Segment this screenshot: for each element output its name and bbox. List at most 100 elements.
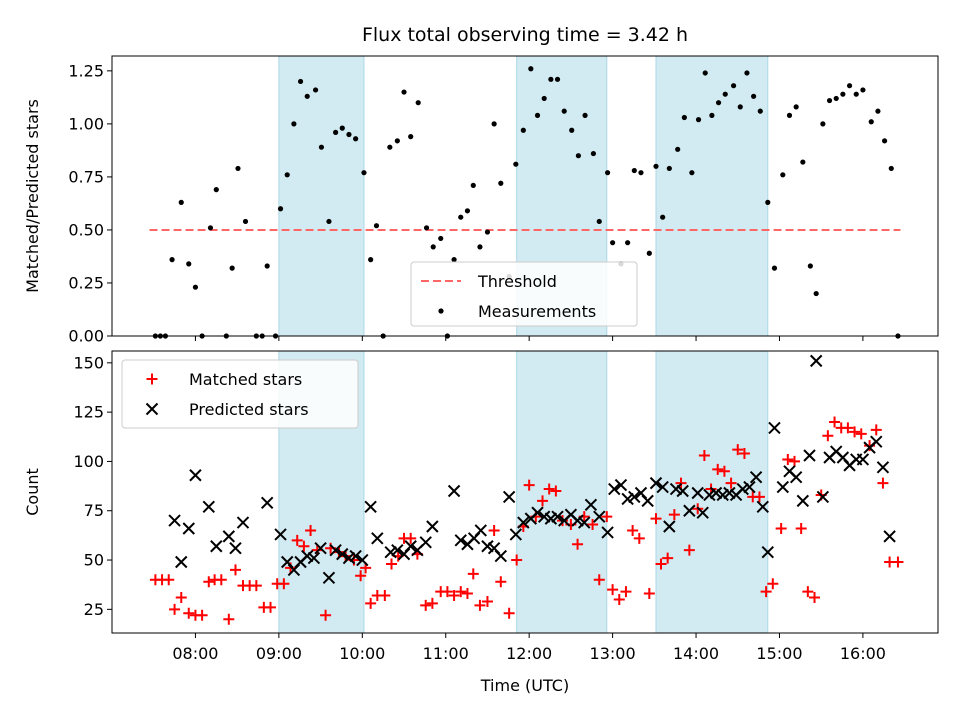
- matched-star-point: [229, 564, 241, 576]
- matched-star-point: [305, 524, 317, 536]
- predicted-star-point: [593, 510, 606, 523]
- predicted-star-point: [601, 526, 614, 539]
- measurement-point: [561, 108, 567, 114]
- matched-stars-series: [149, 416, 904, 625]
- matched-star-point: [550, 485, 562, 497]
- x-tick-label: 10:00: [339, 644, 385, 663]
- matched-star-point: [822, 430, 834, 442]
- highlight-band-2: [516, 350, 608, 634]
- matched-star-point: [698, 450, 710, 462]
- predicted-star-point: [474, 524, 487, 537]
- legend-entry-label: Predicted stars: [189, 400, 309, 419]
- measurement-point: [888, 165, 894, 172]
- measurement-point: [408, 134, 414, 140]
- matched-star-point: [461, 588, 473, 600]
- measurement-point: [666, 165, 672, 172]
- predicted-star-point: [371, 532, 384, 545]
- predicted-stars-series: [168, 354, 896, 584]
- legend-entry-label: Measurements: [478, 302, 596, 321]
- predicted-star-point: [391, 543, 404, 557]
- measurement-point: [178, 199, 184, 205]
- x-axis: 08:00 09:00 10:00 11:00 12:00 13:00 14:00 15:00…: [172, 633, 886, 663]
- measurement-point: [744, 70, 750, 76]
- predicted-star-point: [614, 478, 628, 492]
- measurement-point: [361, 170, 367, 176]
- predicted-star-point: [768, 421, 781, 435]
- measurement-point: [451, 257, 457, 263]
- predicted-star-point: [796, 494, 810, 508]
- y-tick-label: 75: [84, 501, 104, 520]
- predicted-star-point: [509, 528, 523, 541]
- measurement-point: [213, 187, 219, 193]
- measurement-point: [820, 121, 826, 127]
- measurement-point: [596, 218, 602, 225]
- predicted-star-point: [649, 476, 663, 490]
- measurement-point: [730, 83, 737, 89]
- legend-marker-swatch: [146, 373, 158, 385]
- bottom-axes-frame: [111, 350, 939, 634]
- measurement-point: [631, 167, 637, 174]
- measurement-point: [681, 114, 687, 121]
- bottom-legend: Matched stars Predicted stars: [121, 359, 359, 429]
- predicted-star-point: [584, 498, 598, 512]
- matched-star-point: [892, 556, 904, 568]
- measurement-point: [702, 70, 708, 76]
- matched-star-point: [668, 509, 680, 521]
- measurement-point: [520, 127, 526, 133]
- measurement-point: [786, 112, 793, 118]
- predicted-star-point: [447, 484, 461, 498]
- x-tick-label: 09:00: [256, 644, 302, 663]
- predicted-star-point: [761, 545, 775, 559]
- predicted-star-point: [789, 471, 803, 484]
- measurement-point: [840, 91, 846, 97]
- x-tick-label: 11:00: [423, 644, 469, 663]
- measurement-point: [491, 121, 497, 127]
- measurement-point: [569, 127, 575, 133]
- matched-star-point: [175, 592, 187, 604]
- y-tick-label: 50: [84, 551, 104, 570]
- x-tick-label: 08:00: [172, 644, 218, 663]
- measurement-point: [368, 257, 374, 263]
- measurement-point: [860, 87, 866, 93]
- matched-star-point: [298, 540, 310, 552]
- predicted-star-point: [691, 486, 704, 500]
- matched-star-point: [809, 592, 821, 604]
- matched-star-point: [405, 532, 417, 544]
- measurement-point: [528, 66, 534, 72]
- predicted-star-point: [349, 549, 362, 563]
- top-y-axis: 0.00 0.25 0.50 0.75 1.00 1.25: [68, 61, 112, 346]
- matched-star-point: [829, 416, 841, 428]
- matched-star-point: [523, 479, 535, 491]
- measurement-point: [498, 180, 504, 186]
- matched-star-point: [587, 519, 599, 531]
- measurement-point: [813, 290, 819, 297]
- matched-star-point: [683, 544, 695, 556]
- legend-entry-label: Threshold: [477, 272, 557, 291]
- predicted-star-point: [756, 500, 769, 513]
- matched-star-point: [767, 578, 779, 590]
- x-axis-label: Time (UTC): [480, 676, 569, 695]
- matched-star-point: [782, 453, 794, 465]
- measurement-point: [312, 87, 319, 93]
- y-tick-label: 25: [84, 600, 104, 619]
- measurement-point: [326, 218, 332, 225]
- measurement-point: [464, 208, 471, 214]
- matched-star-point: [183, 607, 195, 619]
- predicted-star-point: [202, 500, 215, 513]
- measurement-point: [401, 89, 407, 95]
- measurement-point: [470, 182, 476, 188]
- matched-star-point: [760, 586, 772, 598]
- matched-star-point: [426, 597, 438, 609]
- predicted-star-point: [809, 354, 823, 368]
- top-legend: Threshold Measurements: [410, 261, 638, 327]
- y-tick-label: 1.25: [68, 61, 104, 80]
- measurement-point: [430, 244, 436, 250]
- legend-marker-swatch: [145, 402, 159, 416]
- predicted-star-point: [274, 528, 287, 541]
- chart-title: Flux total observing time = 3.42 h: [362, 24, 688, 46]
- x-tick-label: 15:00: [756, 644, 802, 663]
- predicted-star-point: [743, 480, 756, 494]
- matched-star-point: [849, 426, 861, 438]
- predicted-star-point: [222, 530, 236, 543]
- measurement-point: [675, 146, 681, 152]
